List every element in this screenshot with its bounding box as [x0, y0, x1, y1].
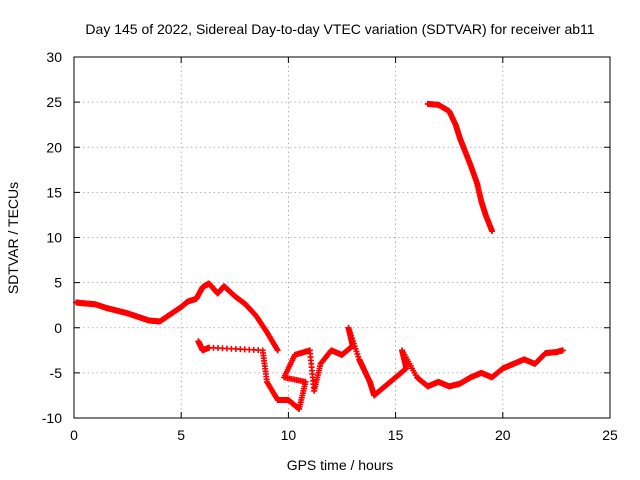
y-axis-label: SDTVAR / TECUs — [5, 182, 21, 294]
y-tick-label: 30 — [46, 49, 62, 65]
x-tick-label: 0 — [70, 427, 78, 443]
data-points — [73, 100, 566, 412]
data-point-marker — [489, 228, 496, 235]
x-tick-label: 15 — [388, 427, 404, 443]
y-tick-label: -5 — [50, 365, 63, 381]
series-descending — [424, 100, 496, 235]
chart-title: Day 145 of 2022, Sidereal Day-to-day VTE… — [85, 21, 594, 37]
y-tick-label: -10 — [42, 410, 62, 426]
data-point-marker — [274, 347, 281, 354]
y-tick-label: 20 — [46, 139, 62, 155]
x-tick-label: 20 — [495, 427, 511, 443]
x-axis-label: GPS time / hours — [287, 457, 394, 473]
data-point-marker — [559, 347, 566, 354]
series-cluster — [195, 324, 566, 412]
y-tick-label: 10 — [46, 230, 62, 246]
series-main — [73, 280, 281, 354]
x-tick-label: 5 — [177, 427, 185, 443]
x-tick-label: 10 — [281, 427, 297, 443]
y-tick-label: 15 — [46, 184, 62, 200]
axis-ticks: 0 5 10 15 20 25 -10 -5 0 5 10 15 20 25 30 — [42, 49, 618, 443]
y-tick-label: 25 — [46, 94, 62, 110]
y-tick-label: 0 — [54, 320, 62, 336]
grid-lines — [74, 57, 610, 418]
x-tick-label: 25 — [602, 427, 618, 443]
y-tick-label: 5 — [54, 275, 62, 291]
plot-frame — [73, 56, 611, 419]
